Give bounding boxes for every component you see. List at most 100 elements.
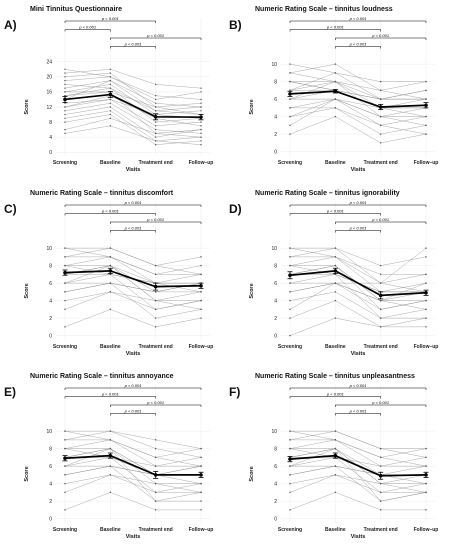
individual-point	[289, 98, 291, 100]
individual-line	[289, 430, 427, 458]
p-value-label: p < 0.001	[124, 226, 142, 231]
individual-point	[200, 317, 202, 319]
individual-point	[109, 125, 112, 127]
individual-line	[289, 492, 426, 511]
individual-point	[154, 83, 157, 86]
y-tick-label: 4	[49, 298, 52, 304]
individual-point	[109, 72, 112, 74]
individual-point	[109, 439, 112, 441]
individual-point	[64, 113, 66, 116]
y-tick-label: 4	[274, 481, 277, 487]
y-tick-label: 8	[274, 446, 277, 452]
x-tick-label: Screening	[53, 527, 77, 533]
individual-point	[154, 121, 157, 123]
mean-point	[108, 453, 113, 458]
p-value-label: p < 0.001	[326, 392, 344, 397]
individual-line	[289, 81, 426, 100]
x-axis-label: Visits	[351, 351, 366, 357]
individual-point	[289, 465, 291, 467]
individual-point	[64, 87, 66, 89]
individual-line	[64, 118, 202, 138]
mean-point	[63, 456, 67, 461]
individual-line	[64, 247, 202, 275]
individual-point	[64, 447, 66, 450]
individual-line	[65, 439, 202, 467]
x-tick-label: Baseline	[325, 527, 346, 533]
y-tick-label: 0	[274, 333, 277, 339]
y-tick-label: 8	[274, 263, 277, 269]
individual-point	[154, 491, 157, 494]
individual-line	[64, 291, 202, 310]
mean-point	[333, 453, 338, 458]
individual-point	[109, 273, 112, 276]
x-tick-label: Baseline	[325, 344, 346, 350]
panel-e: E) Numeric Rating Scale – tinnitus annoy…	[0, 367, 225, 550]
individual-line	[289, 282, 427, 310]
individual-point	[379, 299, 382, 302]
individual-point	[334, 80, 337, 83]
individual-point	[109, 102, 112, 104]
individual-point	[425, 273, 427, 276]
individual-point	[109, 79, 112, 82]
individual-point	[379, 465, 382, 467]
individual-point	[334, 273, 337, 276]
chart-plot: p < 0.001 p < 0.001 p < 0.001 p < 0.001 0 2 4 6…	[249, 16, 438, 173]
mean-point	[199, 473, 203, 477]
individual-point	[64, 256, 66, 258]
individual-point	[109, 98, 112, 101]
individual-point	[109, 106, 112, 108]
individual-point	[109, 256, 112, 258]
individual-point	[154, 102, 157, 104]
individual-point	[109, 465, 112, 467]
mean-point	[378, 105, 383, 109]
y-tick-label: 0	[274, 149, 277, 155]
mean-point	[288, 457, 292, 461]
individual-point	[200, 509, 202, 511]
y-tick-label: 2	[274, 132, 277, 138]
individual-point	[154, 308, 157, 311]
mean-point	[153, 284, 158, 289]
x-axis-label: Visits	[126, 351, 141, 357]
individual-point	[289, 291, 291, 293]
y-axis-label: Score	[249, 466, 255, 481]
y-tick-label: 2	[49, 499, 52, 505]
individual-point	[425, 133, 427, 135]
panel-title: Numeric Rating Scale – tinnitus discomfo…	[30, 190, 174, 197]
individual-point	[289, 509, 291, 511]
individual-line	[289, 98, 427, 117]
individual-point	[109, 68, 112, 71]
p-value-label: p < 0.001	[349, 42, 367, 47]
individual-point	[109, 76, 112, 78]
mean-point	[378, 473, 383, 478]
p-value-label: p < 0.001	[146, 217, 164, 222]
individual-point	[64, 102, 66, 104]
individual-point	[334, 447, 337, 450]
individual-point	[109, 474, 112, 476]
x-tick-label: Baseline	[100, 527, 121, 533]
individual-point	[334, 115, 337, 118]
y-tick-label: 10	[271, 429, 277, 435]
y-axis-label: Score	[24, 99, 30, 114]
p-value-label: p < 0.001	[349, 409, 367, 414]
y-tick-label: 2	[274, 499, 277, 505]
y-tick-label: 8	[49, 120, 52, 126]
individual-point	[289, 115, 291, 118]
individual-point	[200, 299, 202, 302]
y-tick-label: 4	[49, 481, 52, 487]
mean-point	[333, 89, 338, 94]
x-tick-label: Treatment end	[364, 344, 398, 350]
chart-plot: p < 0.001 p < 0.001 p < 0.001 p < 0.001 0 2 4 6…	[249, 200, 438, 357]
x-axis-label: Visits	[351, 534, 366, 540]
individual-point	[289, 256, 291, 258]
individual-point	[154, 482, 157, 485]
y-tick-label: 8	[274, 79, 277, 85]
individual-point	[200, 87, 202, 89]
p-value-label: p < 0.001	[78, 25, 96, 30]
p-value-label: p < 0.001	[326, 209, 344, 214]
individual-point	[334, 63, 337, 65]
x-tick-label: Screening	[53, 160, 77, 166]
panel-letter: B)	[229, 18, 242, 32]
y-tick-label: 2	[274, 316, 277, 322]
individual-point	[289, 430, 291, 432]
individual-point	[154, 439, 157, 441]
